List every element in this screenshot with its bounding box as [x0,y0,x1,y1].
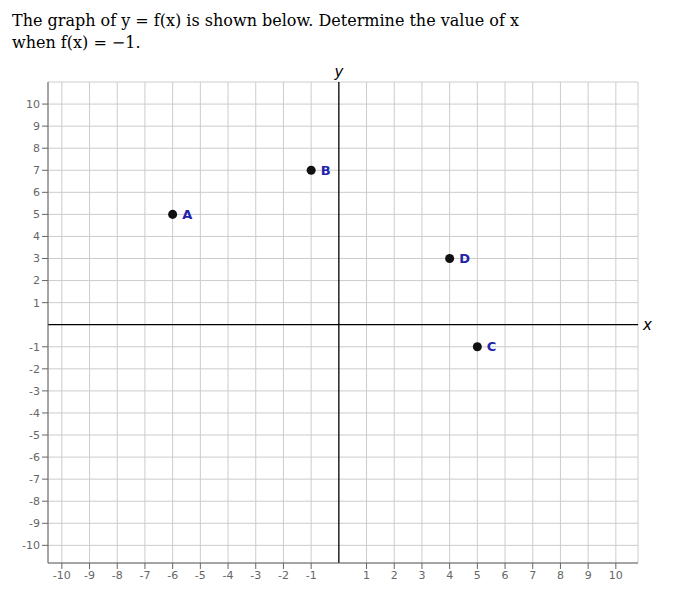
svg-text:2: 2 [33,274,40,287]
svg-text:A: A [182,207,192,222]
svg-text:-6: -6 [29,451,40,464]
svg-text:-1: -1 [29,341,40,354]
svg-text:3: 3 [33,252,40,265]
svg-text:8: 8 [557,569,564,582]
svg-text:C: C [487,339,497,354]
svg-text:8: 8 [33,142,40,155]
svg-text:-7: -7 [139,569,150,582]
svg-text:-4: -4 [29,407,40,420]
svg-text:4: 4 [446,569,453,582]
svg-text:10: 10 [609,569,623,582]
svg-text:7: 7 [33,164,40,177]
svg-text:-2: -2 [278,569,289,582]
svg-text:-8: -8 [29,495,40,508]
svg-text:2: 2 [391,569,398,582]
svg-text:-9: -9 [29,517,40,530]
svg-text:-5: -5 [29,429,40,442]
svg-text:-9: -9 [84,569,95,582]
svg-text:B: B [321,163,331,178]
svg-text:x: x [642,316,652,334]
svg-text:-10: -10 [53,569,71,582]
svg-text:9: 9 [585,569,592,582]
svg-text:-1: -1 [306,569,317,582]
svg-text:5: 5 [474,569,481,582]
svg-text:5: 5 [33,208,40,221]
svg-text:6: 6 [502,569,509,582]
svg-text:6: 6 [33,186,40,199]
svg-text:1: 1 [363,569,370,582]
svg-text:-7: -7 [29,473,40,486]
svg-text:-6: -6 [167,569,178,582]
svg-text:7: 7 [529,569,536,582]
svg-text:D: D [459,251,470,266]
svg-text:-2: -2 [29,363,40,376]
svg-text:-4: -4 [223,569,234,582]
svg-text:4: 4 [33,230,40,243]
svg-text:-3: -3 [29,385,40,398]
svg-text:3: 3 [418,569,425,582]
svg-text:y: y [333,63,344,81]
svg-text:1: 1 [33,297,40,310]
svg-text:9: 9 [33,120,40,133]
html-text:when f(x) = −1.: when f(x) = −1. [12,33,141,52]
svg-text:-3: -3 [250,569,261,582]
html-text:The graph of y = f(x) is shown: The graph of y = f(x) is shown below. De… [12,11,519,30]
svg-text:-10: -10 [22,539,40,552]
svg-text:-8: -8 [112,569,123,582]
svg-text:-5: -5 [195,569,206,582]
svg-text:10: 10 [26,98,40,111]
